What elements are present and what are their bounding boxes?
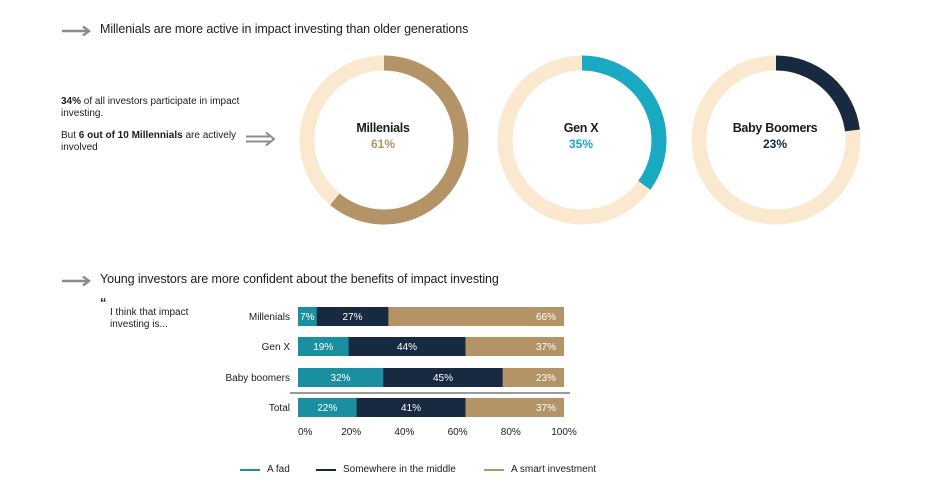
intro-line-1: 34% of all investors participate in impa… (61, 96, 241, 120)
data-label: 66% (536, 312, 556, 323)
intro-text: 34% of all investors participate in impa… (61, 96, 241, 164)
data-label: 44% (397, 342, 417, 353)
quote-mark: “ (100, 295, 107, 310)
x-tick-label: 100% (551, 427, 577, 438)
data-label: 37% (536, 403, 556, 414)
bar-segment-smart (465, 337, 564, 356)
data-label: 45% (433, 373, 453, 384)
donut-slice-millenials (299, 55, 469, 225)
right-arrow-icon (62, 25, 91, 37)
legend-item-middle: Somewhere in the middle (316, 464, 456, 475)
double-arrow-icon (246, 132, 276, 146)
bar-segment-fad (298, 368, 384, 387)
donut-percent: 61% (370, 137, 396, 151)
legend-swatch (316, 468, 336, 471)
right-arrow-icon (62, 275, 91, 287)
intro-pct: 34% (61, 96, 82, 107)
legend-item-smart: A smart investment (484, 464, 596, 475)
x-tick-label: 20% (341, 427, 361, 438)
donut-label-millenials: Millenials 61% (298, 121, 468, 151)
intro-rest: of all investors participate in impact i… (61, 96, 240, 119)
bar-segment-smart (502, 368, 564, 387)
donut-chart-gen-x (497, 55, 667, 225)
x-tick-label: 0% (298, 427, 313, 438)
x-tick-label: 40% (394, 427, 414, 438)
category-label: Total (269, 403, 290, 414)
bar-segment-smart (388, 307, 564, 326)
x-tick-label: 80% (501, 427, 521, 438)
quote-text: I think that impact investing is... (110, 307, 189, 330)
donut-percent: 23% (762, 137, 788, 151)
intro-tail: are actively involved (61, 130, 237, 153)
category-label: Gen X (262, 342, 291, 353)
legend-swatch (240, 468, 260, 471)
section-heading-confidence: Young investors are more confident about… (100, 272, 499, 286)
data-label: 19% (313, 342, 333, 353)
data-label: 22% (317, 403, 337, 414)
category-label: Baby boomers (226, 373, 290, 384)
donut-label-baby-boomers: Baby Boomers 23% (690, 121, 860, 151)
donut-name: Baby Boomers (732, 121, 818, 135)
legend-label: Somewhere in the middle (343, 464, 456, 475)
bar-segment-middle (316, 307, 389, 326)
donut-chart-baby-boomers (691, 55, 861, 225)
donut-slice-gen-x (497, 55, 667, 225)
category-label: Millenials (249, 312, 290, 323)
section-heading-generations: Millenials are more active in impact inv… (100, 22, 469, 36)
bar-segment-fad (298, 307, 317, 326)
quote: “ I think that impact investing is... (100, 295, 220, 331)
legend-label: A smart investment (511, 464, 597, 475)
donut-label-gen-x: Gen X 35% (496, 121, 666, 151)
donut-name: Gen X (563, 121, 599, 135)
data-label: 41% (401, 403, 421, 414)
legend-label: A fad (267, 464, 290, 475)
bar-segment-fad (298, 337, 349, 356)
bar-segment-smart (465, 398, 564, 417)
donut-name: Millenials (356, 121, 410, 135)
legend-swatch (484, 468, 504, 471)
data-label: 23% (536, 373, 556, 384)
data-label: 37% (536, 342, 556, 353)
data-label: 7% (300, 312, 315, 323)
bar-segment-fad (298, 398, 357, 417)
bar-segment-middle (383, 368, 503, 387)
intro-but: But (61, 130, 79, 141)
donut-chart-millenials (299, 55, 469, 225)
intro-line-2: But 6 out of 10 Millennials are actively… (61, 130, 241, 154)
bar-segment-middle (356, 398, 466, 417)
x-tick-label: 60% (448, 427, 468, 438)
data-label: 27% (343, 312, 363, 323)
legend-item-fad: A fad (240, 464, 290, 475)
donut-slice-baby-boomers (691, 55, 861, 225)
donut-percent: 35% (568, 137, 594, 151)
data-label: 32% (331, 373, 351, 384)
intro-bold: 6 out of 10 Millennials (78, 130, 183, 141)
bar-segment-middle (348, 337, 466, 356)
